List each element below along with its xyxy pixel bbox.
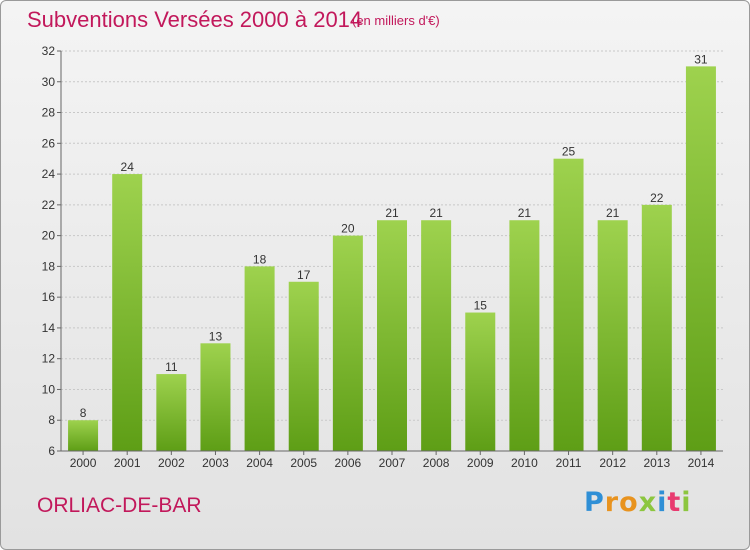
data-label: 21 (429, 206, 443, 220)
bar (465, 312, 496, 451)
logo-letter: i (681, 487, 692, 518)
x-tick-label: 2010 (511, 456, 538, 470)
x-tick-labels: 2000 2001 2002 2003 2004 2005 2006 2007 2008 2009… (70, 456, 715, 470)
data-label: 20 (341, 222, 355, 236)
data-label: 17 (297, 268, 311, 282)
y-tick-label: 16 (42, 290, 56, 304)
data-label: 18 (253, 252, 267, 266)
y-tick-label: 28 (42, 106, 56, 120)
x-tick-label: 2007 (379, 456, 406, 470)
bar (377, 220, 407, 451)
x-tick-label: 2000 (70, 456, 97, 470)
y-tick-label: 20 (42, 229, 56, 243)
proxiti-logo[interactable]: Proxiti (584, 487, 692, 518)
logo-letter: o (619, 487, 639, 518)
x-tick-label: 2012 (599, 456, 626, 470)
data-label: 25 (562, 145, 576, 159)
data-label: 11 (165, 360, 178, 374)
data-label: 13 (209, 329, 223, 343)
bar (288, 281, 319, 451)
y-tick-label: 18 (42, 259, 56, 273)
y-tick-label: 32 (42, 44, 56, 58)
bar (553, 158, 584, 451)
bar (421, 220, 452, 451)
y-tick-label: 14 (42, 321, 56, 335)
data-label: 22 (650, 191, 664, 205)
y-tick-label: 30 (42, 75, 56, 89)
logo-letter: i (657, 487, 668, 518)
y-tick-label: 8 (48, 413, 55, 427)
x-tick-label: 2003 (202, 456, 229, 470)
data-label: 31 (694, 52, 708, 66)
logo-letter: t (667, 487, 682, 518)
bar (112, 174, 143, 452)
x-tick-label: 2014 (688, 456, 715, 470)
y-tick-label: 10 (42, 382, 56, 396)
bars (68, 66, 716, 452)
data-label: 21 (385, 206, 399, 220)
data-label: 15 (474, 299, 488, 313)
y-tick-label: 26 (42, 136, 56, 150)
y-tick-label: 24 (42, 167, 56, 181)
y-tick-label: 6 (48, 444, 55, 458)
bar (597, 220, 628, 451)
chart-title: Subventions Versées 2000 à 2014 (27, 7, 363, 32)
x-tick-label: 2002 (158, 456, 185, 470)
bar (244, 266, 275, 451)
y-tick-label: 12 (42, 352, 56, 366)
x-tick-label: 2009 (467, 456, 494, 470)
data-label: 8 (80, 406, 87, 420)
bar (156, 374, 187, 451)
bar (332, 235, 363, 451)
data-label: 21 (606, 206, 620, 220)
data-label: 21 (518, 206, 532, 220)
x-tick-label: 2001 (114, 456, 141, 470)
data-label: 24 (121, 160, 135, 174)
bar (509, 220, 540, 451)
bar (200, 343, 231, 451)
data-labels: 8 24 11 13 18 17 20 21 21 15 21 25 21 22 31 (80, 52, 708, 420)
x-tick-label: 2005 (290, 456, 317, 470)
bar (641, 204, 672, 451)
x-tick-label: 2013 (643, 456, 670, 470)
logo-letter: P (584, 487, 605, 518)
x-tick-label: 2008 (423, 456, 450, 470)
x-tick-label: 2004 (246, 456, 273, 470)
chart-subtitle: (en milliers d'€) (352, 13, 440, 28)
axes (57, 50, 723, 455)
bar (685, 66, 716, 451)
x-tick-label: 2011 (556, 456, 582, 470)
y-tick-label: 22 (42, 198, 56, 212)
y-tick-labels: 6 8 10 12 14 16 18 20 22 24 26 28 30 32 (42, 44, 56, 458)
logo-letter: x (638, 487, 658, 518)
logo-letter: r (604, 487, 620, 518)
commune-name: ORLIAC-DE-BAR (37, 494, 202, 517)
bar (68, 420, 99, 451)
x-tick-label: 2006 (335, 456, 362, 470)
